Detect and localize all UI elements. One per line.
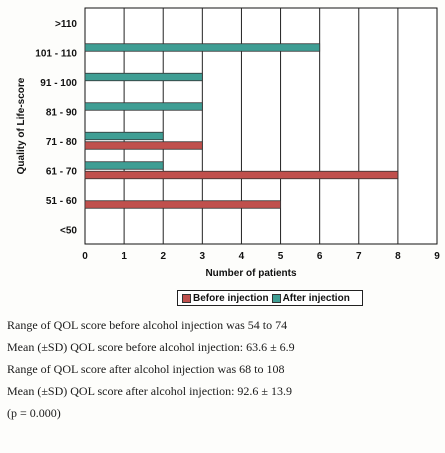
x-tick-label: 9 xyxy=(434,251,440,262)
y-category-label: 61 - 70 xyxy=(46,166,78,177)
x-tick-label: 7 xyxy=(356,251,362,262)
y-category-label: 81 - 90 xyxy=(46,107,78,118)
bar-after xyxy=(84,72,203,82)
bar-after xyxy=(84,102,203,111)
y-category-label: >110 xyxy=(55,19,77,30)
legend-swatch-before xyxy=(182,293,191,303)
bar-chart: 0 1 2 3 4 5 6 7 8 9 <50 51 - 60 61 - 70 71 - 80 81 - 9… xyxy=(16,7,440,279)
y-category-label: 91 - 100 xyxy=(40,78,77,89)
x-axis-label: Number of patients xyxy=(205,268,297,279)
x-tick-label: 4 xyxy=(239,251,245,262)
legend-item-after: After injection xyxy=(271,292,350,304)
y-axis-label: Quality of Life-score xyxy=(16,77,27,174)
bar-after xyxy=(84,161,164,170)
note-range-after: Range of QOL score after alcohol injecti… xyxy=(7,362,285,376)
bar-after xyxy=(84,131,164,141)
note-p-value: (p = 0.000) xyxy=(7,406,61,420)
legend-swatch-after xyxy=(271,293,281,303)
bar-before xyxy=(84,141,203,150)
note-mean-after: Mean (±SD) QOL score after alcohol injec… xyxy=(7,384,292,398)
y-category-label: <50 xyxy=(60,225,77,236)
x-tick-label: 2 xyxy=(160,251,166,262)
x-tick-label: 3 xyxy=(200,251,206,262)
chart-legend: Before injection After injection xyxy=(177,290,363,306)
bar-before xyxy=(84,200,281,209)
x-tick-label: 6 xyxy=(317,251,323,262)
legend-label-before: Before injection xyxy=(193,292,269,304)
x-tick-label: 1 xyxy=(121,251,127,262)
y-category-label: 101 - 110 xyxy=(35,48,77,59)
y-category-label: 51 - 60 xyxy=(46,196,78,207)
bar-before xyxy=(84,170,399,180)
legend-label-after: After injection xyxy=(282,292,350,304)
legend-item-before: Before injection xyxy=(182,293,269,304)
note-range-before: Range of QOL score before alcohol inject… xyxy=(7,318,288,332)
bar-after xyxy=(84,43,321,52)
x-tick-label: 0 xyxy=(82,251,88,262)
x-tick-label: 8 xyxy=(395,251,401,262)
x-tick-label: 5 xyxy=(278,251,284,262)
note-mean-before: Mean (±SD) QOL score before alcohol inje… xyxy=(7,340,295,354)
y-category-label: 71 - 80 xyxy=(46,137,78,148)
